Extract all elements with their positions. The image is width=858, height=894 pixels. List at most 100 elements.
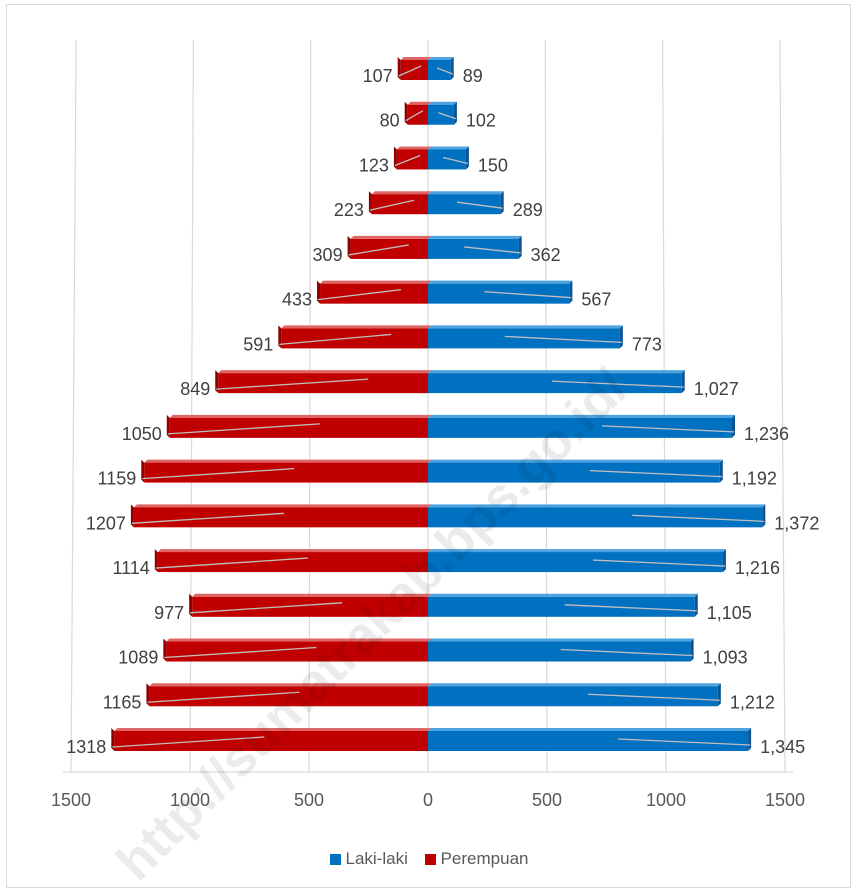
bar-top-face (218, 370, 431, 374)
leader-line (398, 65, 422, 77)
leader-line (348, 244, 409, 256)
bar-top-face (320, 280, 431, 284)
bar-end-face (130, 504, 134, 528)
bar-top-face (428, 146, 469, 150)
bar-end-face (146, 683, 150, 707)
bar-top-face (400, 57, 431, 60)
gridline (544, 39, 548, 773)
x-tick-label: 1500 (765, 790, 805, 810)
bar-laki-laki (428, 283, 570, 304)
data-label-laki-laki: 150 (478, 155, 508, 175)
leader-line (601, 425, 735, 433)
bar-top-face (371, 191, 431, 195)
bar-top-face (192, 593, 431, 597)
x-tick-label: 0 (423, 790, 433, 810)
leader-line (405, 110, 424, 122)
bar-top-face (144, 459, 431, 463)
bar-end-face (154, 549, 158, 573)
bar-top-face (428, 593, 698, 597)
leader-line (589, 469, 722, 478)
data-label-perempuan: 977 (154, 603, 184, 623)
leader-line (504, 335, 622, 344)
data-label-perempuan: 1114 (112, 558, 149, 578)
bar-top-face (166, 638, 431, 642)
data-label-laki-laki: 1,236 (744, 424, 789, 444)
bar-perempuan (218, 373, 428, 394)
bar-end-face (719, 459, 723, 483)
leader-line (560, 648, 693, 657)
bar-end-face (694, 593, 698, 617)
leader-line (190, 602, 343, 614)
leader-line (564, 604, 697, 612)
bar-laki-laki (428, 507, 763, 528)
data-label-perempuan: 849 (180, 379, 210, 399)
leader-line (587, 693, 720, 701)
data-label-laki-laki: 1,105 (707, 603, 752, 623)
data-label-laki-laki: 1,212 (730, 692, 775, 712)
bar-end-face (163, 638, 167, 662)
bar-end-face (404, 101, 408, 125)
data-label-laki-laki: 567 (581, 290, 611, 310)
bar-top-face (350, 235, 431, 239)
bar-laki-laki (428, 641, 691, 662)
legend-item-laki-laki: Laki-laki (329, 849, 408, 869)
bar-perempuan (166, 641, 428, 662)
leader-line (618, 738, 751, 746)
leader-line (317, 289, 402, 301)
bar-end-face (317, 280, 321, 304)
bar-end-face (518, 235, 522, 259)
bar-top-face (133, 504, 431, 508)
bar-end-face (569, 280, 573, 304)
bar-perempuan (371, 194, 428, 215)
bar-perempuan (350, 238, 428, 259)
bar-end-face (690, 638, 694, 662)
bar-laki-laki (428, 328, 620, 349)
data-label-perempuan: 80 (380, 111, 400, 131)
bar-perempuan (169, 417, 428, 438)
legend-swatch-laki-laki (329, 853, 341, 865)
leader-line (147, 691, 300, 703)
bar-top-face (114, 728, 431, 731)
data-label-laki-laki: 1,093 (703, 648, 748, 668)
bar-top-face (428, 414, 735, 418)
x-tick-label: 1500 (51, 790, 91, 810)
bar-perempuan (396, 149, 428, 170)
bar-laki-laki (428, 149, 466, 170)
legend: Laki-laki Perempuan (0, 849, 858, 870)
bar-top-face (407, 101, 431, 105)
data-label-laki-laki: 89 (463, 66, 483, 86)
bar-top-face (428, 280, 573, 284)
bar-laki-laki (428, 596, 695, 617)
bar-top-face (396, 146, 431, 150)
bar-end-face (215, 370, 219, 394)
data-label-laki-laki: 362 (531, 245, 561, 265)
leader-line (394, 154, 421, 167)
bar-end-face (762, 504, 766, 528)
data-label-perempuan: 1207 (86, 513, 126, 533)
bar-perempuan (114, 731, 428, 751)
leader-line (443, 156, 469, 165)
leader-line (142, 467, 295, 480)
bar-end-face (278, 325, 282, 349)
leader-line (131, 512, 284, 524)
gridline (70, 39, 77, 773)
bar-top-face (428, 459, 723, 463)
bar-top-face (428, 101, 457, 105)
leader-line (457, 201, 503, 209)
bar-perempuan (281, 328, 428, 349)
data-label-perempuan: 1159 (98, 469, 137, 489)
bar-end-face (619, 325, 623, 349)
bar-perempuan (157, 552, 428, 573)
bar-top-face (149, 683, 431, 687)
leader-line (551, 380, 684, 388)
bar-end-face (166, 414, 170, 438)
bar-top-face (428, 235, 522, 239)
x-tick-label: 500 (294, 790, 324, 810)
bar-end-face (450, 57, 454, 80)
bar-end-face (347, 235, 351, 259)
bar-end-face (141, 459, 145, 483)
data-label-laki-laki: 1,027 (694, 379, 739, 399)
data-label-perempuan: 107 (363, 66, 393, 86)
data-label-laki-laki: 1,216 (735, 558, 780, 578)
bar-top-face (428, 504, 766, 508)
